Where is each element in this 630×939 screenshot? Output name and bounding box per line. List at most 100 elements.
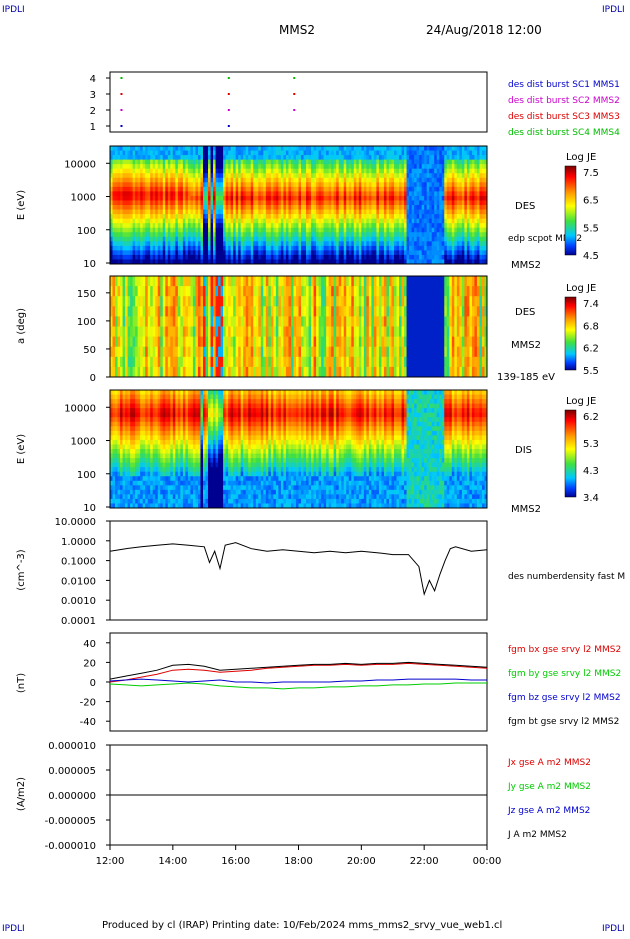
des-energy-cell — [434, 255, 437, 260]
des-energy-cell — [351, 205, 354, 210]
des-energy-cell — [386, 151, 389, 156]
des-energy-cell — [399, 191, 402, 196]
des-energy-cell — [133, 214, 136, 219]
des-energy-cell — [404, 155, 407, 160]
des-energy-cell — [334, 205, 337, 210]
des-pitch-cell — [349, 286, 352, 297]
des-energy-cell — [188, 164, 191, 169]
des-energy-cell — [238, 219, 241, 224]
des-energy-cell — [248, 237, 251, 242]
des-pitch-cell — [135, 357, 138, 368]
des-energy-cell — [311, 151, 314, 156]
des-energy-cell — [193, 250, 196, 255]
des-energy-cell — [349, 241, 352, 246]
des-pitch-cell — [293, 296, 296, 307]
des-energy-cell — [447, 196, 450, 201]
des-energy-cell — [150, 187, 153, 192]
des-energy-cell — [477, 173, 480, 178]
des-energy-cell — [133, 178, 136, 183]
des-energy-cell — [472, 200, 475, 205]
des-energy-cell — [261, 228, 264, 233]
des-energy-cell — [354, 187, 357, 192]
des-pitch-cell — [354, 286, 357, 297]
des-energy-cell — [311, 191, 314, 196]
des-energy-cell — [143, 155, 146, 160]
des-pitch-cell — [248, 347, 251, 358]
des-energy-cell — [334, 160, 337, 165]
des-energy-cell — [123, 219, 126, 224]
des-pitch-cell — [324, 306, 327, 317]
des-pitch-cell — [118, 306, 121, 317]
des-energy-cell — [379, 250, 382, 255]
des-energy-cell — [331, 223, 334, 228]
des-energy-cell — [389, 223, 392, 228]
des-energy-cell — [271, 237, 274, 242]
des-energy-cell — [155, 228, 158, 233]
des-energy-cell — [155, 250, 158, 255]
des-energy-cell — [258, 164, 261, 169]
des-energy-cell — [200, 214, 203, 219]
des-pitch-cell — [216, 337, 219, 348]
des-energy-cell — [394, 151, 397, 156]
des-energy-cell — [457, 223, 460, 228]
des-energy-cell — [427, 173, 430, 178]
des-energy-cell — [316, 219, 319, 224]
des-energy-cell — [150, 164, 153, 169]
des-energy-cell — [130, 200, 133, 205]
des-energy-cell — [263, 246, 266, 251]
des-energy-cell — [414, 250, 417, 255]
des-energy-cell — [339, 214, 342, 219]
des-pitch-cell — [273, 357, 276, 368]
des-energy-cell — [336, 146, 339, 151]
des-energy-cell — [193, 187, 196, 192]
des-pitch-cell — [193, 316, 196, 327]
des-pitch-cell — [258, 337, 261, 348]
des-energy-cell — [143, 169, 146, 174]
des-energy-cell — [304, 255, 307, 260]
des-pitch-cell — [369, 316, 372, 327]
des-energy-cell — [248, 214, 251, 219]
des-energy-cell — [271, 196, 274, 201]
des-pitch-cell — [175, 367, 178, 378]
des-energy-cell — [359, 164, 362, 169]
des-energy-cell — [356, 200, 359, 205]
des-energy-cell — [407, 173, 410, 178]
des-energy-cell — [304, 164, 307, 169]
des-energy-cell — [168, 169, 171, 174]
des-energy-cell — [319, 232, 322, 237]
des-energy-cell — [462, 246, 465, 251]
burst-mark — [228, 125, 230, 127]
des-energy-cell — [329, 187, 332, 192]
des-energy-cell — [296, 223, 299, 228]
des-energy-cell — [442, 169, 445, 174]
des-pitch-cell — [251, 357, 254, 368]
des-pitch-cell — [273, 306, 276, 317]
des-pitch-cell — [344, 286, 347, 297]
des-energy-cell — [153, 160, 156, 165]
des-energy-cell — [198, 178, 201, 183]
des-pitch-cell — [175, 347, 178, 358]
des-pitch-cell — [236, 306, 239, 317]
des-energy-cell — [198, 214, 201, 219]
des-pitch-cell — [301, 316, 304, 327]
des-pitch-cell — [123, 327, 126, 338]
des-pitch-cell — [321, 357, 324, 368]
burst-legend-entry: des dist burst SC2 MMS2 — [508, 96, 620, 106]
des-energy-cell — [459, 169, 462, 174]
des-pitch-cell — [115, 357, 118, 368]
des-energy-cell — [422, 151, 425, 156]
des-energy-cell — [248, 160, 251, 165]
des-energy-cell — [299, 151, 302, 156]
des-energy-cell — [256, 237, 259, 242]
des-energy-cell — [356, 182, 359, 187]
des-pitch-cell — [351, 357, 354, 368]
des-energy-cell — [238, 200, 241, 205]
des-pitch-cell — [329, 306, 332, 317]
des-pitch-cell — [168, 286, 171, 297]
des-pitch-cell — [158, 306, 161, 317]
des-energy-cell — [148, 237, 151, 242]
des-pitch-cell — [195, 337, 198, 348]
des-energy-cell — [369, 241, 372, 246]
des-energy-cell — [434, 196, 437, 201]
des-energy-cell — [273, 214, 276, 219]
